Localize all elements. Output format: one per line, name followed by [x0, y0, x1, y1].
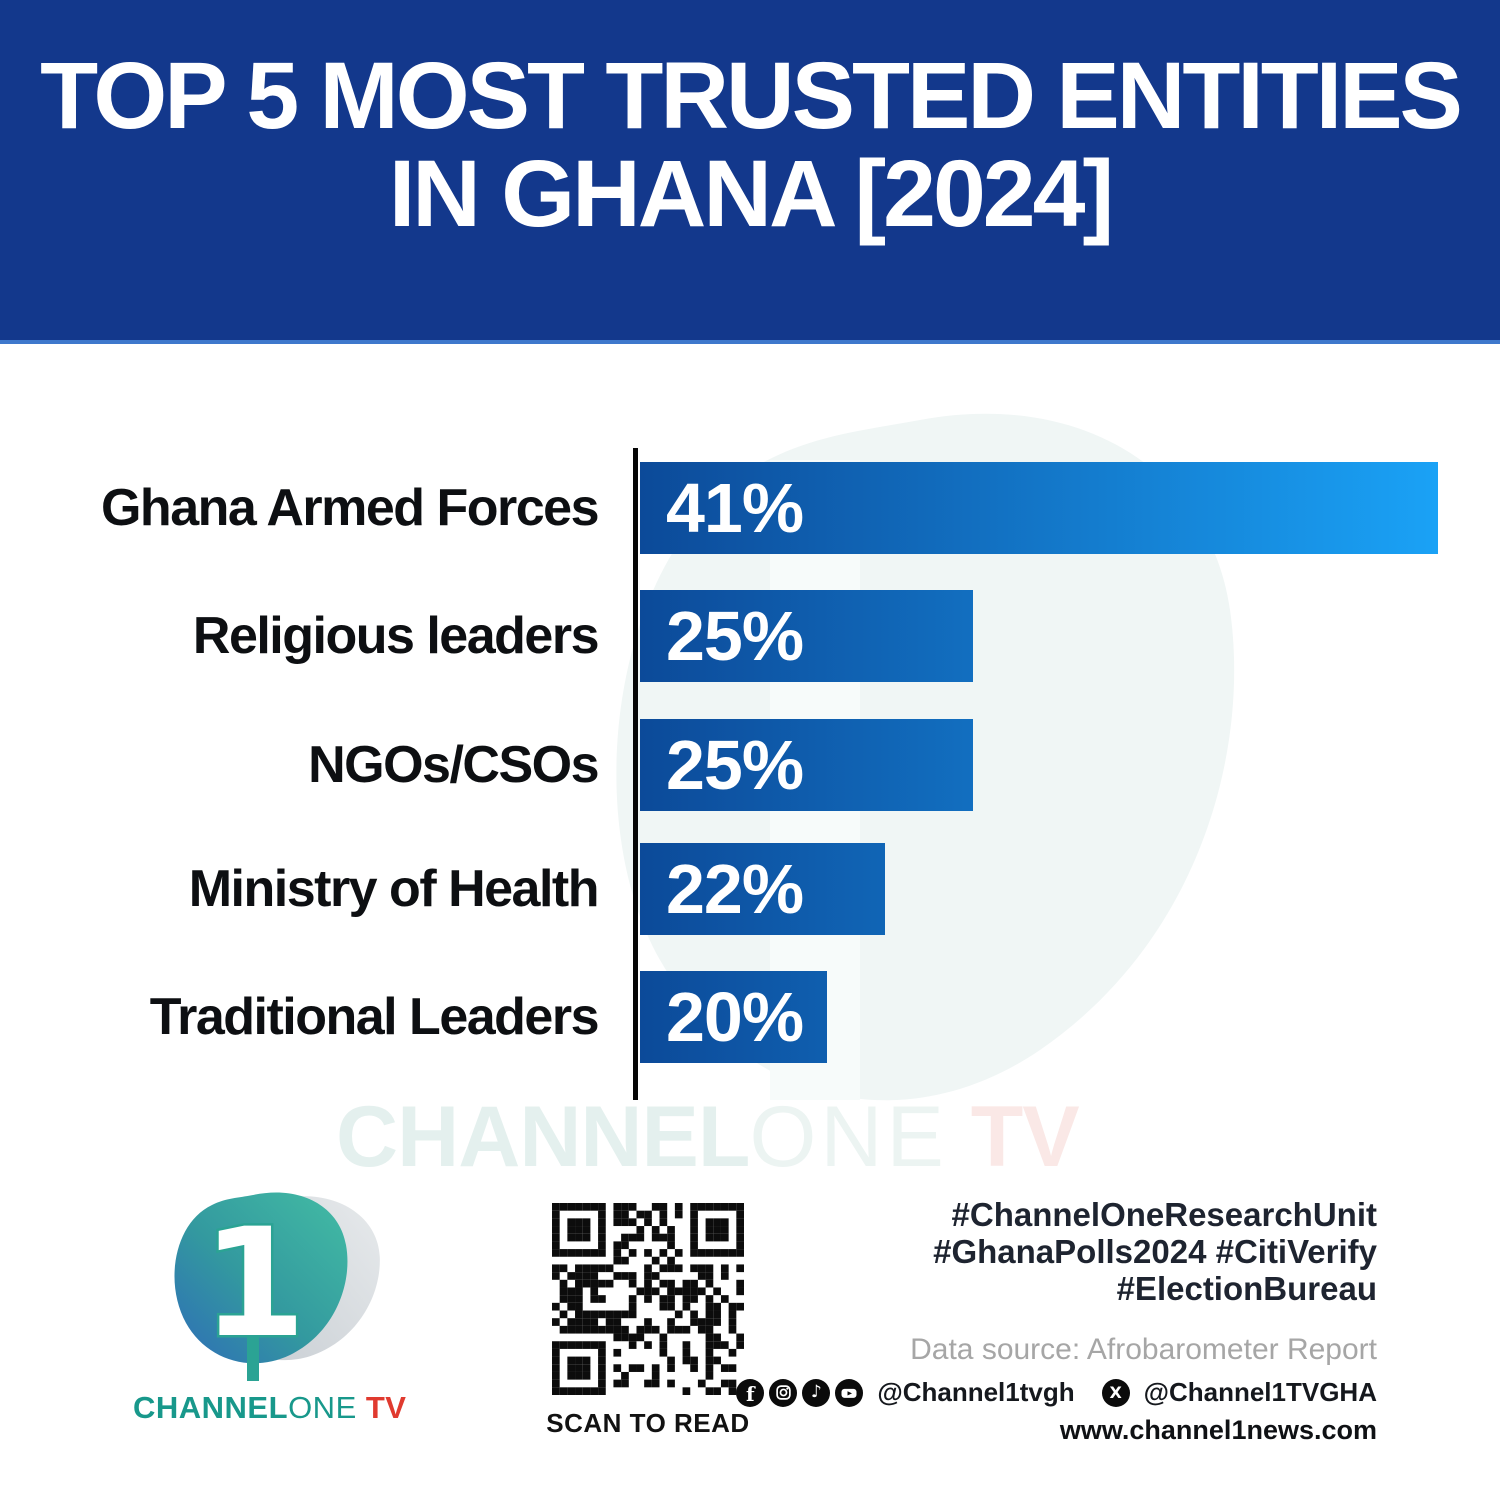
- bar-value-label: 25%: [666, 597, 804, 675]
- bar-value-label: 25%: [666, 726, 804, 804]
- watermark-channel: CHANNEL: [336, 1089, 750, 1185]
- bar-value-label: 20%: [666, 978, 804, 1056]
- bar-value-label: 41%: [666, 469, 804, 547]
- bar-value-label: 22%: [666, 850, 804, 928]
- page-title-line2: IN GHANA [2024]: [388, 140, 1114, 247]
- category-label-ngos-csos: NGOs/CSOs: [308, 736, 599, 794]
- watermark-tv: TV: [947, 1089, 1080, 1185]
- category-label-traditional-leaders: Traditional Leaders: [149, 988, 600, 1046]
- qr-caption: SCAN TO READ: [546, 1408, 750, 1438]
- logo-text-tv: TV: [356, 1390, 407, 1425]
- bar-ghana-armed-forces: 41%: [640, 462, 1438, 554]
- hashtag-line-1: #ChannelOneResearchUnit: [951, 1196, 1377, 1233]
- website-url: www.channel1news.com: [1059, 1415, 1377, 1445]
- youtube-icon: [835, 1378, 864, 1407]
- logo-one-digit: 1: [202, 1197, 306, 1371]
- category-label-religious-leaders: Religious leaders: [192, 607, 600, 665]
- channel-one-logo: 1: [174, 1192, 380, 1381]
- logo-text-channel: CHANNEL: [133, 1390, 289, 1425]
- tiktok-icon: ♪: [802, 1378, 831, 1407]
- social-row: f ♪ @Channel1tvgh X @Channel1TVGHA: [736, 1377, 1377, 1408]
- y-axis-line: [633, 448, 638, 1100]
- hashtag-line-3: #ElectionBureau: [1116, 1270, 1377, 1307]
- category-label-ministry-of-health: Ministry of Health: [188, 860, 600, 918]
- x-icon: X: [1101, 1378, 1130, 1407]
- logo-one-stem: [247, 1333, 259, 1381]
- facebook-icon: f: [736, 1378, 765, 1407]
- watermark-channelone-tv: CHANNELONE TV: [336, 1088, 1080, 1187]
- bar-ngos-csos: 25%: [640, 719, 973, 811]
- hashtag-line-2: #GhanaPolls2024 #CitiVerify: [933, 1233, 1377, 1270]
- meta-handle: @Channel1tvgh: [877, 1377, 1075, 1407]
- qr-code: [552, 1203, 744, 1395]
- logo-front-pick: [174, 1192, 348, 1364]
- logo-wordmark: CHANNELONE TV: [133, 1390, 407, 1426]
- bar-religious-leaders: 25%: [640, 590, 973, 682]
- instagram-icon: [769, 1378, 798, 1407]
- header-banner: TOP 5 MOST TRUSTED ENTITIES IN GHANA [20…: [0, 0, 1500, 344]
- bar-ministry-of-health: 22%: [640, 843, 885, 935]
- logo-text-one: ONE: [288, 1390, 357, 1425]
- data-source-note: Data source: Afrobarometer Report: [910, 1333, 1377, 1366]
- watermark-one: ONE: [749, 1089, 948, 1185]
- bar-traditional-leaders: 20%: [640, 971, 827, 1063]
- page-title: TOP 5 MOST TRUSTED ENTITIES IN GHANA [20…: [40, 43, 1463, 247]
- category-label-ghana-armed-forces: Ghana Armed Forces: [100, 479, 600, 537]
- footer-right-column: #ChannelOneResearchUnit #GhanaPolls2024 …: [736, 1196, 1377, 1446]
- page-title-line1: TOP 5 MOST TRUSTED ENTITIES: [40, 43, 1463, 149]
- x-handle: @Channel1TVGHA: [1143, 1377, 1377, 1407]
